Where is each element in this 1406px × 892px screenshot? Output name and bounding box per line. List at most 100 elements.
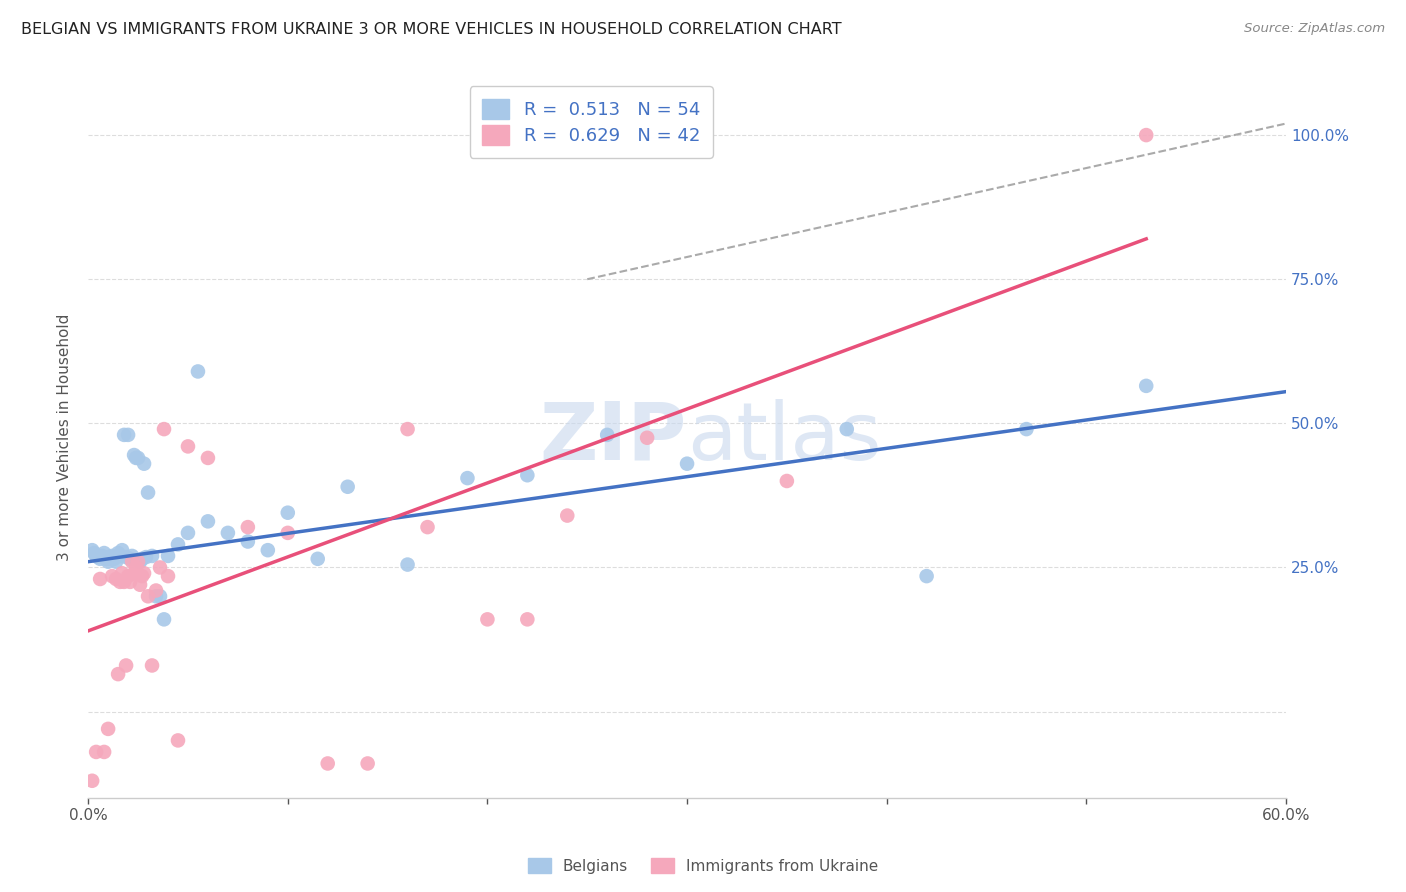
Point (1015, 422, 1038, 436)
Point (91, 549, 114, 563)
Point (236, 534, 259, 549)
Point (149, 589, 172, 603)
Point (316, 756, 339, 771)
Point (177, 439, 200, 453)
Point (101, 569, 124, 583)
Point (125, 450, 148, 465)
Point (135, 550, 157, 565)
Point (1135, 128, 1157, 142)
Point (103, 551, 125, 566)
Point (149, 560, 172, 574)
Point (153, 612, 176, 626)
Point (835, 422, 858, 436)
Point (108, 574, 131, 589)
Point (1135, 379, 1157, 393)
Point (915, 569, 938, 583)
Point (131, 569, 153, 583)
Point (129, 555, 152, 569)
Point (115, 658, 138, 673)
Point (105, 555, 128, 569)
Point (127, 555, 149, 569)
Point (336, 480, 359, 494)
Point (97, 555, 120, 569)
Point (108, 549, 131, 563)
Point (516, 612, 538, 626)
Point (105, 572, 128, 586)
Point (456, 471, 478, 485)
Legend: R =  0.513   N = 54, R =  0.629   N = 42: R = 0.513 N = 54, R = 0.629 N = 42 (470, 87, 713, 158)
Point (125, 560, 148, 574)
Text: Source: ZipAtlas.com: Source: ZipAtlas.com (1244, 22, 1385, 36)
Point (112, 574, 135, 589)
Point (153, 422, 176, 436)
Point (167, 733, 190, 747)
Point (111, 543, 134, 558)
Text: BELGIAN VS IMMIGRANTS FROM UKRAINE 3 OR MORE VEHICLES IN HOUSEHOLD CORRELATION C: BELGIAN VS IMMIGRANTS FROM UKRAINE 3 OR … (21, 22, 842, 37)
Point (236, 520, 259, 534)
Point (136, 485, 159, 500)
Point (197, 514, 219, 528)
Point (141, 658, 163, 673)
Point (93, 745, 115, 759)
Point (636, 431, 658, 445)
Point (136, 589, 159, 603)
Point (217, 525, 239, 540)
Point (101, 549, 124, 563)
Point (676, 457, 699, 471)
Point (555, 508, 578, 523)
Point (416, 520, 439, 534)
Point (356, 756, 378, 771)
Point (477, 612, 499, 626)
Point (129, 578, 152, 592)
Point (277, 525, 299, 540)
Point (596, 428, 619, 442)
Point (117, 569, 139, 583)
Point (156, 569, 179, 583)
Legend: Belgians, Immigrants from Ukraine: Belgians, Immigrants from Ukraine (522, 852, 884, 880)
Text: atlas: atlas (688, 399, 882, 476)
Point (396, 558, 419, 572)
Point (132, 457, 155, 471)
Point (156, 549, 179, 563)
Point (121, 549, 143, 563)
Point (132, 566, 155, 581)
Text: ZIP: ZIP (540, 399, 688, 476)
Point (120, 551, 142, 566)
Point (84, 549, 107, 563)
Point (94, 551, 117, 566)
Point (167, 537, 190, 551)
Point (84, 745, 107, 759)
Point (87, 550, 110, 565)
Point (97, 551, 120, 566)
Y-axis label: 3 or more Vehicles in Household: 3 or more Vehicles in Household (58, 314, 72, 561)
Point (115, 550, 138, 565)
Point (98, 550, 121, 565)
Point (516, 468, 538, 483)
Point (107, 546, 129, 560)
Point (120, 574, 142, 589)
Point (89, 551, 111, 566)
Point (141, 549, 163, 563)
Point (122, 566, 145, 581)
Point (177, 525, 200, 540)
Point (83, 546, 105, 560)
Point (122, 448, 145, 462)
Point (107, 667, 129, 681)
Point (93, 546, 115, 560)
Point (256, 543, 278, 558)
Point (145, 589, 167, 603)
Point (117, 428, 139, 442)
Point (197, 450, 219, 465)
Point (396, 422, 419, 436)
Point (776, 474, 799, 488)
Point (307, 551, 329, 566)
Point (82, 773, 104, 788)
Point (131, 551, 153, 566)
Point (112, 428, 135, 442)
Point (97, 722, 120, 736)
Point (111, 566, 134, 581)
Point (121, 555, 143, 569)
Point (187, 364, 209, 378)
Point (277, 506, 299, 520)
Point (145, 583, 167, 598)
